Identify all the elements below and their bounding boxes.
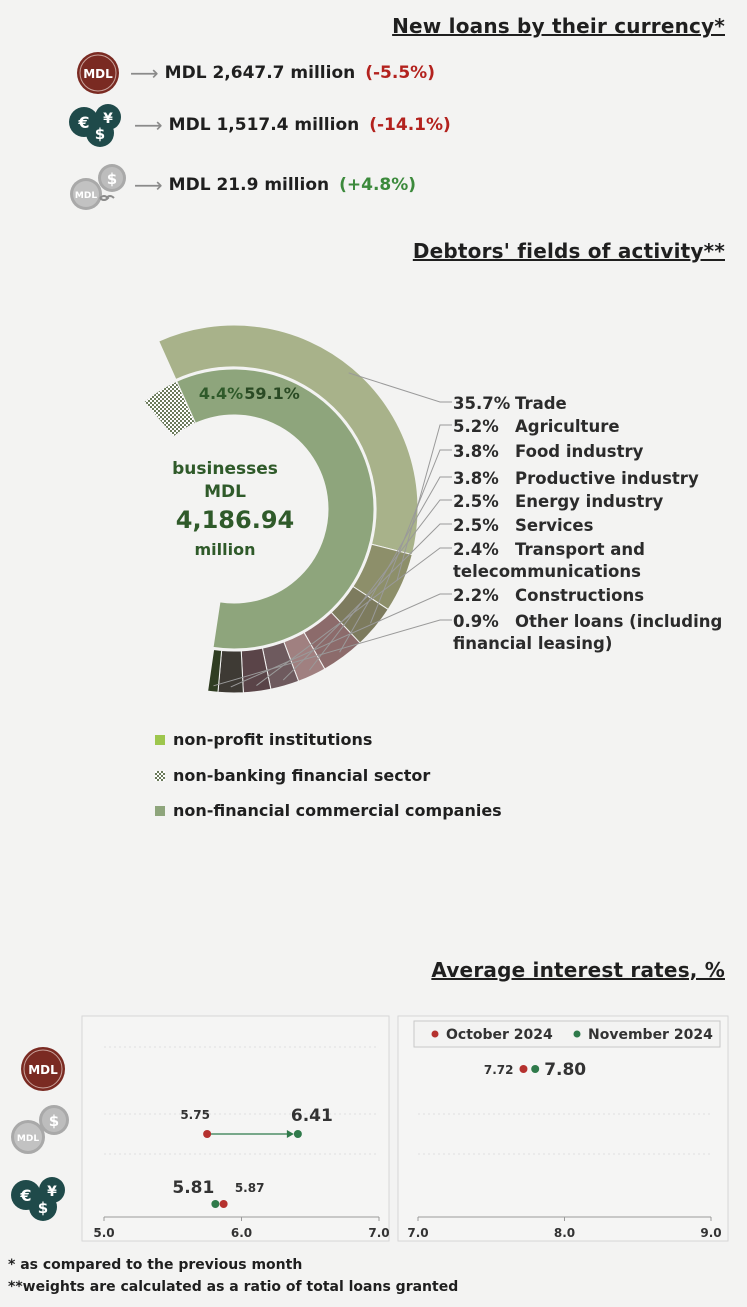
currency-row-mdl: MDL ⟶ MDL 2,647.7 million (-5.5%) <box>70 50 435 96</box>
mdl-coin-label: MDL <box>83 67 113 81</box>
donut-center-line3: 4,186.94 <box>175 506 295 534</box>
arrow-icon: ⟶ <box>134 113 163 137</box>
sector-label-transport: 2.4% Transport and telecommunications <box>453 540 645 581</box>
outer-slice-9 <box>207 648 223 693</box>
point-november <box>293 1130 302 1138</box>
euro-symbol: € <box>19 1186 31 1205</box>
legend-label-november: November 2024 <box>588 1027 713 1043</box>
yen-symbol: ¥ <box>47 1184 57 1200</box>
leader-line <box>230 593 452 688</box>
leader-line <box>396 424 452 581</box>
legend-marker-october <box>431 1030 439 1038</box>
x-tick-label: 5.0 <box>93 1226 114 1240</box>
point-november <box>211 1200 220 1208</box>
donut-center-line4: million <box>194 540 256 559</box>
mdl-label: MDL <box>17 1134 39 1144</box>
sector-label-constructions: 2.2% Constructions <box>453 586 645 605</box>
foreign-currency-icon: € ¥ $ <box>66 102 130 148</box>
currency-change: (-14.1%) <box>369 115 451 135</box>
x-tick-label: 9.0 <box>700 1226 721 1240</box>
leader-line <box>282 523 452 681</box>
data-label-october: 5.87 <box>235 1181 265 1195</box>
footnote-two: **weights are calculated as a ratio of t… <box>8 1279 459 1295</box>
point-october <box>519 1065 528 1073</box>
data-label-november: 7.80 <box>544 1060 586 1080</box>
currency-change: (-5.5%) <box>365 63 435 83</box>
legend-item-nonprofit: non-profit institutions <box>155 730 372 749</box>
activity-title: Debtors' fields of activity** <box>412 239 725 263</box>
euro-symbol: € <box>77 113 89 132</box>
mdl-label: MDL <box>75 191 97 201</box>
x-tick-label: 7.0 <box>407 1226 428 1240</box>
rates-panel-left <box>81 1015 390 1242</box>
interest-title: Average interest rates, % <box>431 958 725 982</box>
currency-amount: MDL 1,517.4 million <box>168 115 360 135</box>
point-november <box>531 1065 540 1073</box>
leader-line <box>256 547 452 686</box>
sector-label-other: 0.9% Other loans (including financial lea… <box>453 612 723 653</box>
leader-line <box>213 619 452 687</box>
data-label-november: 6.41 <box>291 1106 333 1126</box>
currency-row-indexed: $ MDL ⟶ MDL 21.9 million (+4.8%) <box>66 162 417 210</box>
x-tick-label: 6.0 <box>231 1226 252 1240</box>
sector-label-food: 3.8% Food industry <box>453 442 644 461</box>
footnote-one: * as compared to the previous month <box>8 1257 303 1273</box>
legend-swatch <box>155 805 165 816</box>
yen-symbol: ¥ <box>103 111 113 127</box>
data-label-october: 7.72 <box>484 1063 514 1077</box>
dollar-symbol: $ <box>38 1199 48 1217</box>
sector-label-productive: 3.8% Productive industry <box>453 469 699 488</box>
data-label-november: 5.81 <box>172 1178 214 1198</box>
dollar-symbol: $ <box>107 170 117 188</box>
arrow-icon: ⟶ <box>134 173 163 197</box>
data-label-october: 5.75 <box>180 1108 210 1122</box>
leader-line <box>348 372 452 403</box>
legend-marker-november <box>573 1030 581 1038</box>
currency-title: New loans by their currency* <box>392 14 725 38</box>
rates-legend-box <box>413 1020 721 1048</box>
sector-label-services: 2.5% Services <box>453 516 594 535</box>
inner-value-nbfs: 4.4% <box>198 384 244 403</box>
sector-label-energy: 2.5% Energy industry <box>453 492 664 511</box>
indexed-currency-icon: $ MDL <box>6 1102 72 1162</box>
mdl-coin-icon: MDL <box>70 50 126 96</box>
mdl-coin-icon: MDL <box>16 1044 70 1098</box>
rates-panel-right <box>397 1015 729 1242</box>
x-tick-label: 7.0 <box>368 1226 389 1240</box>
donut-chart <box>143 324 452 694</box>
currency-row-foreign: € ¥ $ ⟶ MDL 1,517.4 million (-14.1%) <box>66 102 451 148</box>
point-october <box>219 1200 228 1208</box>
arrow-head-icon <box>286 1130 294 1138</box>
legend-item-nbfs: non-banking financial sector <box>155 766 430 785</box>
donut-center-line1: businesses <box>172 459 278 479</box>
donut-center-line2: MDL <box>204 482 246 502</box>
legend-item-commercial: non-financial commercial companies <box>155 801 502 820</box>
leader-line <box>339 476 452 653</box>
leader-line <box>370 449 452 624</box>
dollar-symbol: $ <box>49 1112 59 1130</box>
legend-swatch <box>155 770 165 781</box>
x-tick-label: 8.0 <box>554 1226 575 1240</box>
inner-slice-commercial <box>176 368 375 650</box>
foreign-currency-icon: € ¥ $ <box>8 1175 74 1229</box>
sector-label-agriculture: 5.2% Agriculture <box>453 417 620 436</box>
legend-swatch <box>155 734 165 745</box>
arrow-icon: ⟶ <box>130 61 159 85</box>
indexed-currency-icon: $ MDL <box>66 162 130 210</box>
dollar-symbol: $ <box>95 125 105 143</box>
point-october <box>203 1130 212 1138</box>
currency-amount: MDL 2,647.7 million <box>164 63 356 83</box>
sector-label-trade: 35.7% Trade <box>453 394 567 413</box>
currency-change: (+4.8%) <box>339 175 417 195</box>
inner-value-commercial: 59.1% <box>244 384 300 403</box>
currency-amount: MDL 21.9 million <box>168 175 330 195</box>
legend-label-october: October 2024 <box>446 1027 553 1043</box>
mdl-coin-label: MDL <box>28 1063 58 1077</box>
interest-rate-chart: 5.0 6.0 7.0 5.75 6.41 5.87 5.81 7.0 8.0 9.0 7.72 7.… <box>81 1015 729 1242</box>
